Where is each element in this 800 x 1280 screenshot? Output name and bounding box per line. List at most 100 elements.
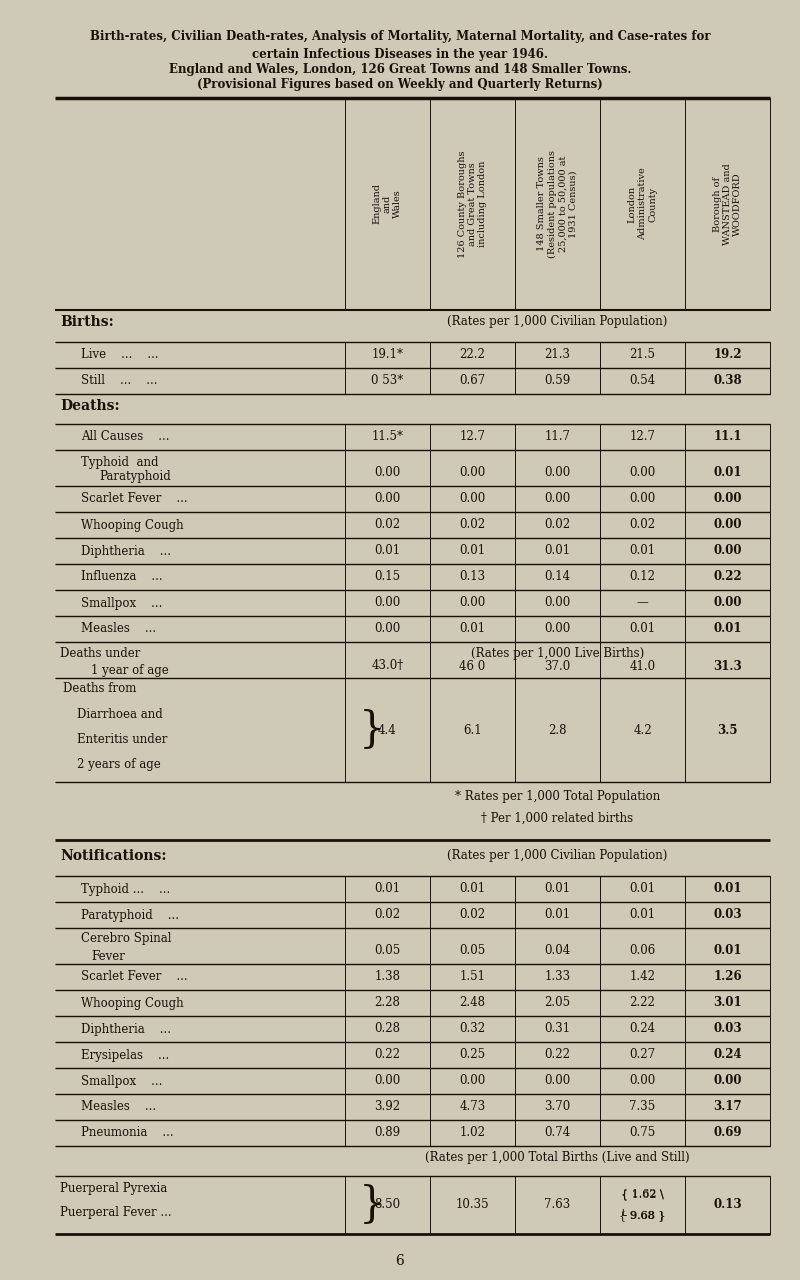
Text: 0.75: 0.75	[630, 1126, 656, 1139]
Text: 0.67: 0.67	[459, 375, 486, 388]
Text: (Rates per 1,000 Total Births (Live and Still): (Rates per 1,000 Total Births (Live and …	[425, 1151, 690, 1164]
Text: 19.2: 19.2	[713, 348, 742, 361]
Text: 3.70: 3.70	[544, 1101, 570, 1114]
Text: 0.38: 0.38	[713, 375, 742, 388]
Text: 0.01: 0.01	[545, 882, 570, 896]
Text: 12.7: 12.7	[630, 430, 655, 443]
Text: 0.69: 0.69	[714, 1126, 742, 1139]
Text: 31.3: 31.3	[713, 659, 742, 672]
Text: { 1.62 \: { 1.62 \	[621, 1189, 664, 1199]
Text: 0.01: 0.01	[545, 544, 570, 558]
Text: Still    ...    ...: Still ... ...	[81, 375, 158, 388]
Text: Puerperal Fever ...: Puerperal Fever ...	[60, 1206, 172, 1219]
Text: 0.00: 0.00	[544, 466, 570, 479]
Text: 3.01: 3.01	[713, 997, 742, 1010]
Text: 2 years of age: 2 years of age	[77, 758, 161, 771]
Text: 0.01: 0.01	[630, 544, 655, 558]
Text: (Rates per 1,000 Live Births): (Rates per 1,000 Live Births)	[471, 646, 644, 660]
Text: 0.00: 0.00	[714, 1074, 742, 1088]
Text: 0.31: 0.31	[545, 1023, 570, 1036]
Text: * Rates per 1,000 Total Population: * Rates per 1,000 Total Population	[455, 790, 660, 803]
Text: 10.35: 10.35	[456, 1198, 490, 1211]
Text: Diphtheria    ...: Diphtheria ...	[81, 1023, 171, 1036]
Text: 0.01: 0.01	[714, 622, 742, 635]
Text: Puerperal Pyrexia: Puerperal Pyrexia	[60, 1181, 167, 1196]
Text: 0.00: 0.00	[374, 466, 401, 479]
Text: 46 0: 46 0	[459, 659, 486, 672]
Text: All Causes    ...: All Causes ...	[81, 430, 170, 443]
Text: 6: 6	[396, 1254, 404, 1268]
Text: 0.02: 0.02	[545, 518, 570, 531]
Text: Typhoid  and: Typhoid and	[81, 456, 158, 468]
Text: 0.22: 0.22	[545, 1048, 570, 1061]
Text: 0.00: 0.00	[459, 1074, 486, 1088]
Text: 11.1: 11.1	[714, 430, 742, 443]
Text: 0.01: 0.01	[459, 882, 486, 896]
Text: 0.00: 0.00	[630, 1074, 656, 1088]
Text: Scarlet Fever    ...: Scarlet Fever ...	[81, 493, 188, 506]
Text: Fever: Fever	[91, 950, 125, 963]
Text: 0.01: 0.01	[630, 882, 655, 896]
Text: Erysipelas    ...: Erysipelas ...	[81, 1048, 170, 1061]
Text: 0.04: 0.04	[544, 943, 570, 956]
Text: 21.3: 21.3	[545, 348, 570, 361]
Text: 0.00: 0.00	[374, 493, 401, 506]
Text: 0.22: 0.22	[713, 571, 742, 584]
Text: 0.02: 0.02	[374, 518, 401, 531]
Text: 0.13: 0.13	[459, 571, 486, 584]
Text: Pneumonia    ...: Pneumonia ...	[81, 1126, 174, 1139]
Text: Whooping Cough: Whooping Cough	[81, 518, 184, 531]
Text: 0.24: 0.24	[630, 1023, 655, 1036]
Text: 0.02: 0.02	[459, 518, 486, 531]
Text: }: }	[359, 709, 386, 751]
Text: certain Infectious Diseases in the year 1946.: certain Infectious Diseases in the year …	[252, 47, 548, 61]
Text: 0.13: 0.13	[713, 1198, 742, 1211]
Text: 0.00: 0.00	[374, 622, 401, 635]
Text: 0.02: 0.02	[459, 909, 486, 922]
Text: Deaths:: Deaths:	[60, 399, 120, 413]
Text: 0.00: 0.00	[714, 518, 742, 531]
Text: 0.27: 0.27	[630, 1048, 655, 1061]
Text: 1.02: 1.02	[459, 1126, 486, 1139]
Text: Measles    ...: Measles ...	[81, 622, 156, 635]
Text: 0.05: 0.05	[374, 943, 401, 956]
Text: —: —	[637, 596, 648, 609]
Text: 0.00: 0.00	[630, 493, 656, 506]
Text: 22.2: 22.2	[459, 348, 486, 361]
Text: 0.00: 0.00	[714, 596, 742, 609]
Text: Whooping Cough: Whooping Cough	[81, 997, 184, 1010]
Text: 0.01: 0.01	[374, 544, 401, 558]
Text: 0.01: 0.01	[714, 882, 742, 896]
Text: 1.26: 1.26	[713, 970, 742, 983]
Text: 8.50: 8.50	[374, 1198, 401, 1211]
Text: Measles    ...: Measles ...	[81, 1101, 156, 1114]
Text: 1.51: 1.51	[459, 970, 486, 983]
Text: Scarlet Fever    ...: Scarlet Fever ...	[81, 970, 188, 983]
Text: 0.02: 0.02	[374, 909, 401, 922]
Text: 3.5: 3.5	[718, 723, 738, 736]
Text: Diphtheria    ...: Diphtheria ...	[81, 544, 171, 558]
Text: 0.00: 0.00	[630, 466, 656, 479]
Text: 0.00: 0.00	[459, 466, 486, 479]
Text: 148 Smaller Towns
(Resident populations
25,000 to 50,000 at
1931 Census): 148 Smaller Towns (Resident populations …	[538, 150, 578, 259]
Text: 0.00: 0.00	[459, 596, 486, 609]
Text: 1.33: 1.33	[545, 970, 570, 983]
Text: 4.4: 4.4	[378, 723, 397, 736]
Text: 0.00: 0.00	[544, 493, 570, 506]
Text: 0.03: 0.03	[713, 909, 742, 922]
Text: 0.01: 0.01	[714, 466, 742, 479]
Text: 0.25: 0.25	[459, 1048, 486, 1061]
Text: Notifications:: Notifications:	[60, 849, 166, 863]
Text: 0.01: 0.01	[459, 544, 486, 558]
Text: 2.05: 2.05	[545, 997, 570, 1010]
Text: 2.8: 2.8	[548, 723, 566, 736]
Text: England
and
Wales: England and Wales	[373, 183, 402, 224]
Text: Influenza    ...: Influenza ...	[81, 571, 162, 584]
Text: Deaths under: Deaths under	[60, 646, 140, 660]
Text: 2.48: 2.48	[459, 997, 486, 1010]
Text: 0.00: 0.00	[374, 596, 401, 609]
Text: England and Wales, London, 126 Great Towns and 148 Smaller Towns.: England and Wales, London, 126 Great Tow…	[169, 63, 631, 76]
Text: 0.12: 0.12	[630, 571, 655, 584]
Text: 37.0: 37.0	[544, 659, 570, 672]
Text: 0 53*: 0 53*	[371, 375, 404, 388]
